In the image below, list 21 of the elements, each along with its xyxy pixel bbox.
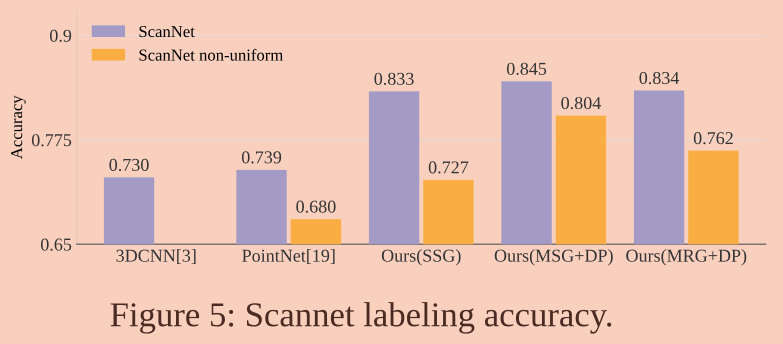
data-label: 0.730 bbox=[109, 158, 149, 172]
data-label: 0.762 bbox=[694, 132, 733, 144]
x-tick-label: PointNet[19] bbox=[242, 249, 335, 264]
legend-label: ScanNet non-uniform bbox=[140, 48, 284, 61]
caption: Figure 5: Scannet labeling accuracy. bbox=[110, 302, 612, 334]
data-label: 0.727 bbox=[428, 161, 468, 174]
x-tick-label: 3DCNN[3] bbox=[116, 249, 196, 264]
y-tick-label: 0.65 bbox=[40, 238, 72, 251]
y-axis-title: Accuracy bbox=[11, 95, 26, 160]
data-label: 0.804 bbox=[561, 96, 601, 110]
data-label: 0.680 bbox=[296, 200, 336, 213]
data-label: 0.834 bbox=[639, 72, 680, 84]
y-tick-label: 0.775 bbox=[32, 134, 72, 146]
y-tick-label: 0.9 bbox=[50, 30, 72, 42]
data-label: 0.845 bbox=[506, 62, 546, 75]
data-label: 0.739 bbox=[242, 151, 282, 164]
data-label: 0.833 bbox=[374, 72, 414, 85]
legend-label: ScanNet bbox=[140, 26, 195, 38]
x-tick-label: Ours(MRG+DP) bbox=[626, 249, 746, 266]
x-tick-label: Ours(SSG) bbox=[382, 249, 461, 266]
x-tick-label: Ours(MSG+DP) bbox=[494, 249, 613, 266]
